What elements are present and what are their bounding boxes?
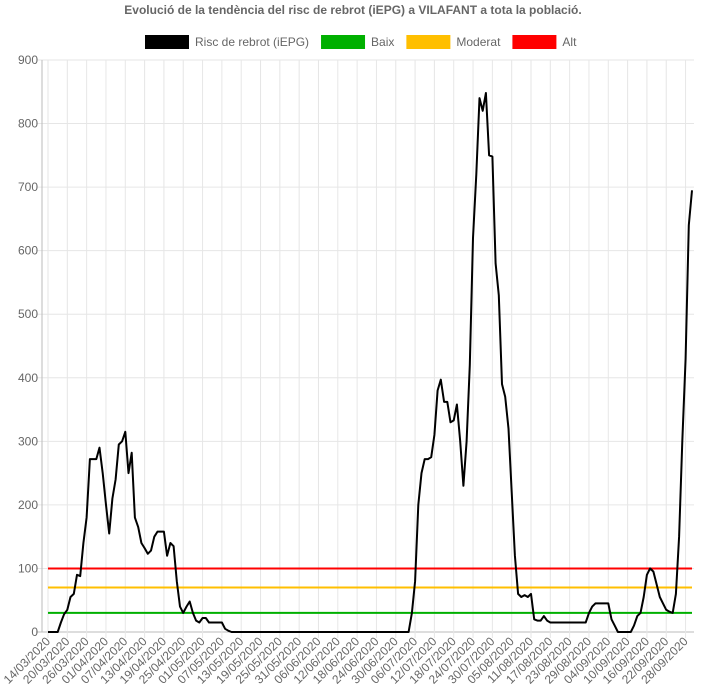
- chart-title: Evolució de la tendència del risc de reb…: [124, 3, 581, 17]
- legend-swatch: [512, 35, 557, 49]
- y-tick-label: 100: [18, 561, 38, 575]
- y-tick-label: 0: [31, 625, 38, 639]
- y-tick-label: 500: [18, 307, 38, 321]
- y-tick-label: 400: [18, 371, 38, 385]
- y-tick-label: 200: [18, 498, 38, 512]
- legend-label: Baix: [371, 35, 394, 49]
- legend-label: Alt: [562, 35, 577, 49]
- legend-swatch: [145, 35, 189, 49]
- y-tick-label: 700: [18, 180, 38, 194]
- y-tick-label: 800: [18, 117, 38, 131]
- legend-swatch: [321, 35, 366, 49]
- legend-swatch: [406, 35, 451, 49]
- y-tick-label: 300: [18, 434, 38, 448]
- y-tick-label: 600: [18, 244, 38, 258]
- legend-label: Moderat: [456, 35, 501, 49]
- legend-label: Risc de rebrot (iEPG): [195, 35, 309, 49]
- y-tick-label: 900: [18, 53, 38, 67]
- data-line: [48, 92, 693, 633]
